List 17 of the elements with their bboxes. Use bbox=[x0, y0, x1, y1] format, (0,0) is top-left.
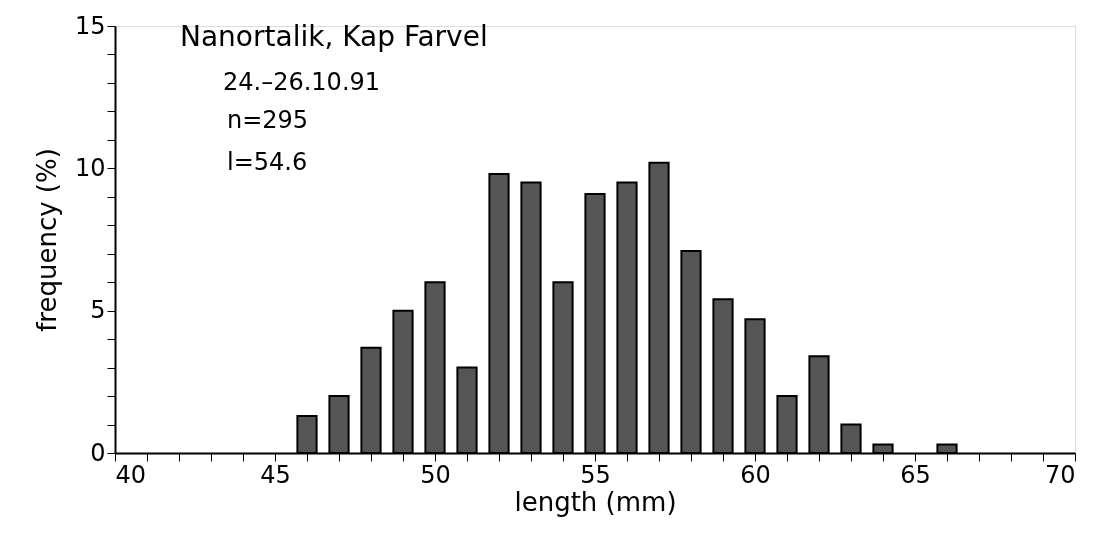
x-tick-label: 50 bbox=[420, 460, 451, 489]
y-tick-label: 5 bbox=[90, 296, 106, 325]
y-tick-label: 10 bbox=[74, 153, 106, 182]
annotation: n=295 bbox=[227, 106, 309, 134]
x-axis-title: length (mm) bbox=[514, 486, 677, 517]
x-tick-label: 65 bbox=[900, 460, 931, 489]
x-tick-label: 55 bbox=[580, 460, 611, 489]
y-axis-title: frequency (%) bbox=[31, 148, 62, 332]
y-tick-label: 0 bbox=[90, 438, 106, 467]
x-tick-label: 70 bbox=[1044, 460, 1076, 489]
x-tick-label: 60 bbox=[740, 460, 771, 489]
annotation: l=54.6 bbox=[227, 148, 308, 176]
y-tick-label: 15 bbox=[74, 11, 106, 40]
x-tick-label: 40 bbox=[115, 460, 147, 489]
x-tick-label: 45 bbox=[260, 460, 291, 489]
annotation: 24.–26.10.91 bbox=[223, 68, 381, 96]
annotation: Nanortalik, Kap Farvel bbox=[180, 20, 488, 53]
